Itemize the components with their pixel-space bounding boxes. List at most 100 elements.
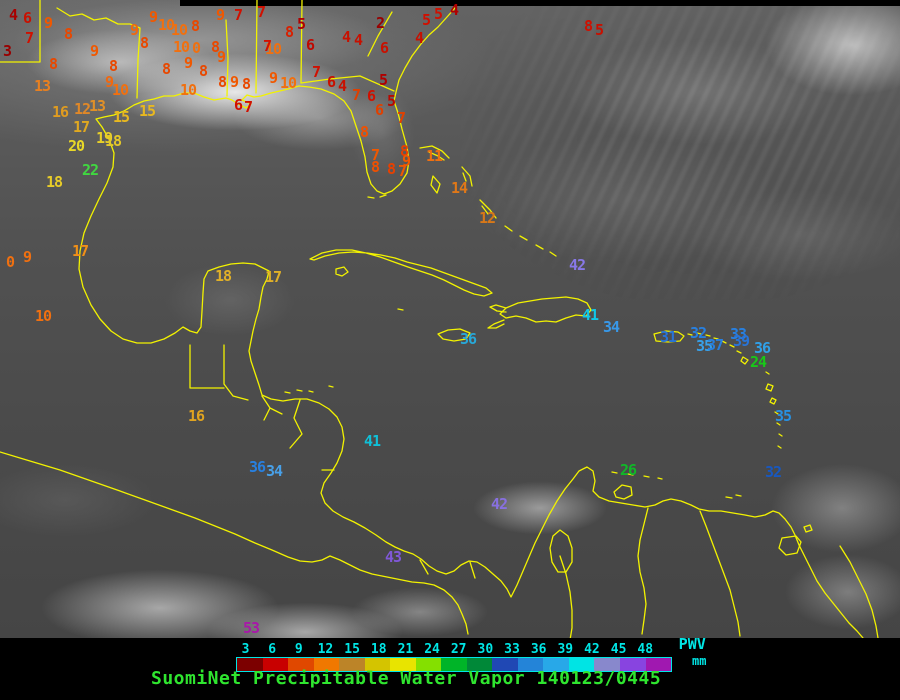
station-value: 10 <box>170 20 188 39</box>
station-value: 31 <box>659 327 677 346</box>
station-value: 8 <box>583 16 593 35</box>
colorbar-tick-label: 30 <box>477 642 494 657</box>
station-value: 5 <box>378 70 388 89</box>
station-value: 10 <box>34 306 52 325</box>
station-value: 8 <box>386 159 396 178</box>
station-value: 17 <box>71 241 89 260</box>
colorbar-tick-label: 27 <box>450 642 467 657</box>
colorbar-segment <box>364 658 391 671</box>
station-value: 5 <box>296 14 306 33</box>
station-value: 7 <box>351 85 361 104</box>
colorbar-segment <box>262 658 289 671</box>
station-value: 39 <box>732 331 750 350</box>
station-value: 8 <box>210 37 220 56</box>
station-value: 6 <box>233 95 243 114</box>
station-value: 15 <box>138 101 156 120</box>
station-value: 26 <box>619 460 637 479</box>
station-value: 41 <box>363 431 381 450</box>
station-value: 9 <box>183 53 193 72</box>
station-value: 9 <box>129 20 139 39</box>
station-value: 9 <box>229 72 239 91</box>
station-value: 36 <box>248 457 266 476</box>
station-value: 7 <box>311 62 321 81</box>
station-value: 18 <box>104 131 122 150</box>
colorbar-segment <box>517 658 544 671</box>
station-value: 8 <box>139 33 149 52</box>
station-value: 18 <box>214 266 232 285</box>
station-value: 17 <box>264 267 282 286</box>
station-value: 35 <box>695 336 713 355</box>
station-value: 7 <box>233 5 243 24</box>
pwv-label: PWV <box>678 635 706 653</box>
station-value: 8 <box>217 72 227 91</box>
station-value: 32 <box>689 323 707 342</box>
station-value: 22 <box>81 160 99 179</box>
station-value: 12 <box>73 99 91 118</box>
station-value: 8 <box>241 74 251 93</box>
station-value: 9 <box>22 247 32 266</box>
station-value: 8 <box>161 59 171 78</box>
station-value: 10 <box>111 80 129 99</box>
station-value: 4 <box>414 28 424 47</box>
station-value: 8 <box>359 122 369 141</box>
colorbar-segment <box>466 658 493 671</box>
station-value: 13 <box>88 96 106 115</box>
station-value: 43 <box>384 547 402 566</box>
station-value: 35 <box>774 406 792 425</box>
station-value: 19 <box>95 128 113 147</box>
station-value: 20 <box>67 136 85 155</box>
station-value: 7 <box>397 161 407 180</box>
station-value: 10 <box>279 73 297 92</box>
station-value: 7 <box>24 28 34 47</box>
station-value: 53 <box>242 618 260 637</box>
colorbar-tick-label: 6 <box>268 642 277 657</box>
station-value: 5 <box>386 91 396 110</box>
station-value: 5 <box>433 4 443 23</box>
station-value: 10 <box>172 37 190 56</box>
station-value: 7 <box>262 36 272 55</box>
station-value: 18 <box>45 172 63 191</box>
station-value: 36 <box>459 329 477 348</box>
station-value: 8 <box>399 141 409 160</box>
station-value: 6 <box>379 38 389 57</box>
mm-label: mm <box>692 654 707 668</box>
station-value: 9 <box>43 13 53 32</box>
colorbar-segment <box>594 658 620 671</box>
station-value: 4 <box>353 30 363 49</box>
station-value: 4 <box>337 76 347 95</box>
station-value: 12 <box>478 208 496 227</box>
colorbar-segment <box>237 658 263 671</box>
station-value: 0 <box>5 252 15 271</box>
station-value: 9 <box>89 41 99 60</box>
pwv-unit-label: PWV mm <box>678 635 707 668</box>
colorbar-segment <box>492 658 518 671</box>
station-value: 8 <box>63 24 73 43</box>
colorbar-segment <box>441 658 467 671</box>
colorbar-segment <box>313 658 340 671</box>
station-value: 4 <box>449 0 459 19</box>
colorbar-tick-label: 45 <box>610 642 627 657</box>
station-value: 6 <box>22 8 32 27</box>
station-value: 16 <box>187 406 205 425</box>
station-value: 7 <box>243 97 253 116</box>
station-value: 4 <box>341 27 351 46</box>
colorbar <box>236 657 672 672</box>
colorbar-segment <box>390 658 416 671</box>
station-value: 9 <box>401 151 411 170</box>
colorbar-segment <box>619 658 646 671</box>
station-value: 24 <box>749 352 767 371</box>
colorbar-tick-label: 3 <box>241 642 250 657</box>
station-value: 33 <box>729 324 747 343</box>
station-value: 5 <box>421 10 431 29</box>
station-value: 17 <box>72 117 90 136</box>
colorbar-tick-label: 12 <box>317 642 334 657</box>
colorbar-tick-label: 48 <box>637 642 654 657</box>
station-value: 10 <box>179 80 197 99</box>
station-value: 5 <box>594 20 604 39</box>
station-value: 7 <box>256 2 266 21</box>
station-value: 9 <box>104 72 114 91</box>
colorbar-tick-label: 18 <box>370 642 387 657</box>
colorbar-tick-label: 24 <box>424 642 440 657</box>
station-value: 34 <box>265 461 283 480</box>
